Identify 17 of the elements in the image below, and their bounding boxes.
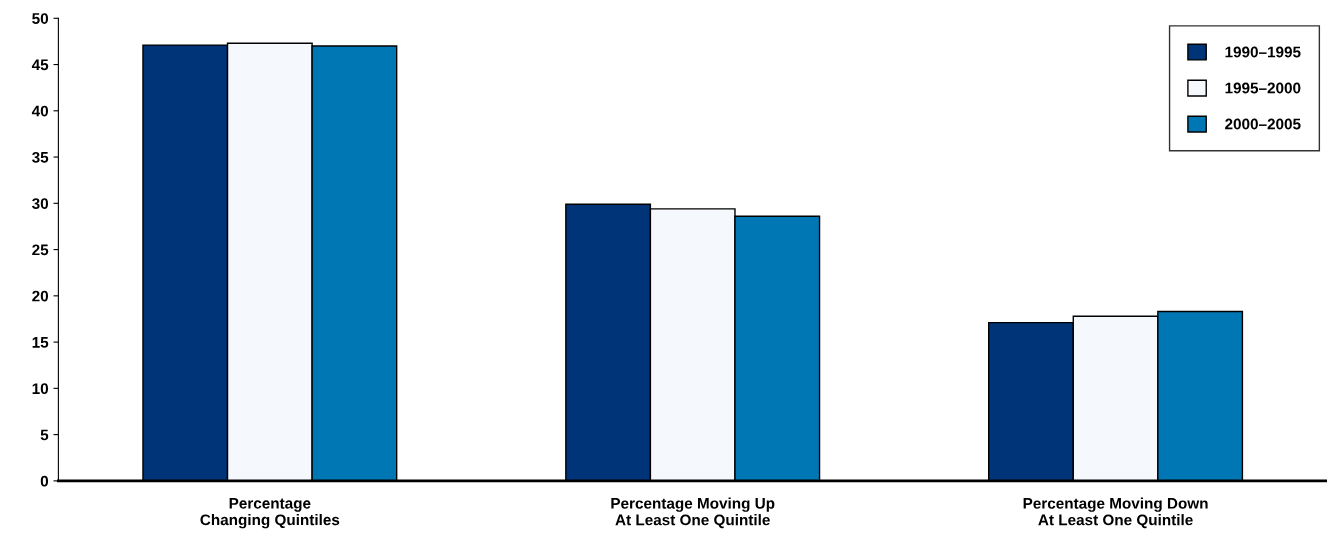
legend-label: 1995–2000 [1225, 82, 1301, 94]
legend-label: 2000–2005 [1225, 118, 1301, 130]
y-tick-label: 20 [32, 290, 49, 302]
x-tick-label: Percentage Moving Down At Least One Quintile [1023, 497, 1208, 529]
y-tick-label: 50 [32, 13, 49, 24]
legend-label: 1990–1995 [1225, 46, 1301, 58]
y-tick-label: 15 [32, 337, 49, 348]
y-tick-label: 25 [32, 244, 49, 256]
y-tick-label: 5 [40, 429, 49, 441]
y-tick-label: 35 [32, 151, 49, 163]
y-tick-label: 30 [32, 198, 49, 210]
y-tick-label: 10 [32, 383, 49, 395]
x-tick-label: Percentage Changing Quintiles [200, 498, 340, 529]
y-tick-label: 0 [40, 475, 49, 487]
y-tick-label: 45 [31, 59, 49, 71]
y-tick-label: 40 [31, 105, 49, 117]
x-tick-label: Percentage Moving Up At Least One Quintile [611, 497, 775, 529]
